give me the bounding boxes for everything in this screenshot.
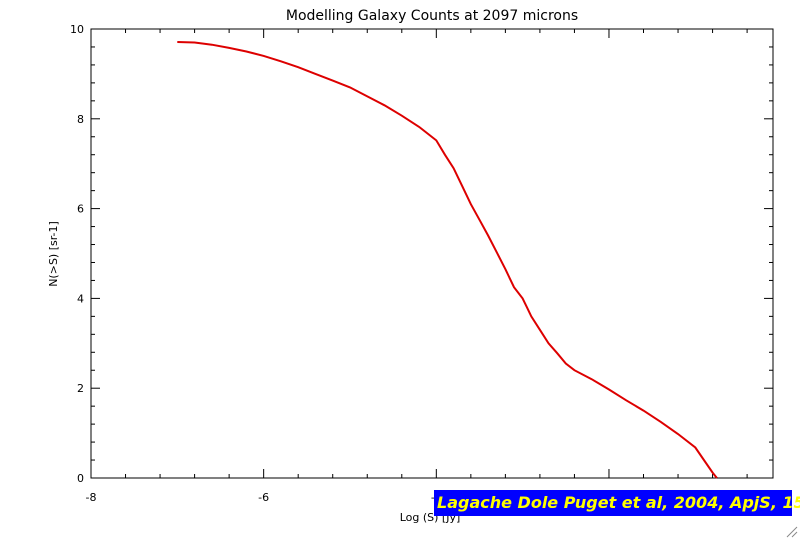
credit-text: Lagache Dole Puget et al, 2004, ApjS, 15…	[437, 493, 800, 512]
axis-ticks	[90, 28, 773, 479]
y-tick-label: 4	[77, 292, 84, 305]
plot-frame	[90, 28, 774, 479]
chart-title: Modelling Galaxy Counts at 2097 microns	[286, 8, 578, 24]
y-axis-label: N(>S) [sr-1]	[47, 221, 60, 287]
tick-labels: -8-6-4-20246810	[70, 23, 614, 504]
series-line	[177, 41, 718, 479]
y-tick-label: 0	[77, 472, 84, 485]
y-tick-label: 10	[70, 23, 84, 36]
y-tick-label: 8	[77, 113, 84, 126]
credit-banner	[434, 490, 792, 516]
x-tick-label: -8	[86, 491, 97, 504]
y-tick-label: 2	[77, 382, 84, 395]
y-tick-label: 6	[77, 203, 84, 216]
resize-grip-icon[interactable]	[784, 524, 798, 538]
x-tick-label: -6	[258, 491, 269, 504]
